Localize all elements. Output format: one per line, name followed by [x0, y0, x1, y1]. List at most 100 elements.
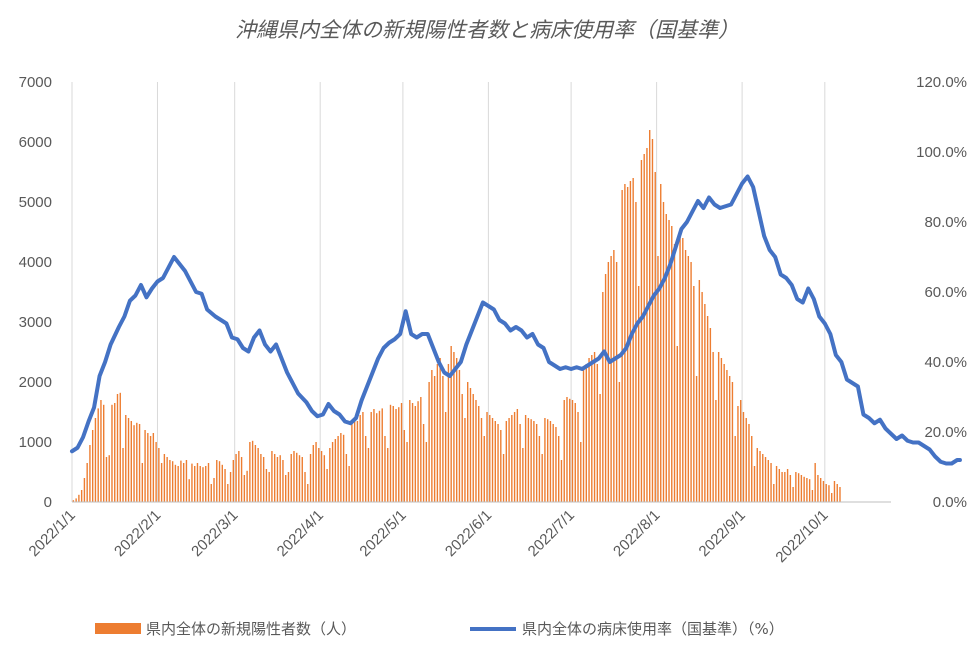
bar-56 — [227, 484, 229, 502]
bar-115 — [389, 404, 392, 502]
bar-65 — [251, 440, 254, 502]
bar-278 — [839, 487, 841, 502]
bar-258 — [784, 472, 786, 502]
bar-59 — [235, 454, 237, 502]
bar-272 — [822, 481, 825, 502]
bar-235 — [720, 358, 723, 502]
bar-233 — [715, 400, 717, 502]
bar-108 — [370, 412, 372, 502]
bar-169 — [538, 436, 541, 502]
bar-152 — [491, 418, 494, 502]
bar-158 — [508, 418, 510, 502]
bar-162 — [519, 424, 521, 502]
bar-88 — [315, 442, 317, 502]
bar-179 — [566, 397, 568, 502]
bar-107 — [367, 448, 370, 502]
bar-182 — [574, 403, 576, 502]
bar-249 — [759, 451, 761, 502]
bar-160 — [513, 412, 516, 502]
bar-177 — [560, 460, 563, 502]
bar-74 — [276, 457, 279, 502]
bar-220 — [679, 232, 681, 502]
bar-49 — [207, 463, 210, 502]
bar-159 — [511, 415, 513, 502]
bar-187 — [588, 358, 590, 502]
bar-204 — [635, 202, 637, 502]
bar-113 — [384, 436, 386, 502]
bar-153 — [494, 421, 496, 502]
x-tick-label-5: 2022/6/1 — [442, 507, 495, 560]
bar-78 — [287, 472, 290, 502]
bar-137 — [450, 346, 452, 502]
bar-111 — [378, 410, 381, 502]
y-left-tick-3: 3000 — [19, 314, 52, 331]
bar-12 — [105, 457, 108, 502]
bar-127 — [422, 424, 425, 502]
bar-267 — [808, 479, 811, 502]
bar-104 — [359, 415, 361, 502]
bar-166 — [530, 419, 532, 502]
bar-147 — [478, 406, 480, 502]
bar-180 — [569, 398, 571, 502]
bar-275 — [831, 493, 833, 502]
bar-240 — [734, 436, 736, 502]
y-right-tick-4: 80.0% — [924, 214, 967, 231]
bar-228 — [701, 292, 703, 502]
bar-198 — [618, 382, 621, 502]
y-right-tick-2: 40.0% — [924, 354, 967, 371]
y-left-tick-1: 1000 — [19, 434, 52, 451]
y-right-tick-3: 60.0% — [924, 284, 967, 301]
line-series — [70, 174, 962, 466]
bar-252 — [767, 460, 769, 502]
bar-120 — [403, 430, 405, 502]
bar-145 — [472, 394, 474, 502]
bar-230 — [706, 316, 709, 502]
bar-54 — [221, 464, 223, 502]
bar-245 — [748, 424, 750, 502]
bar-219 — [676, 346, 678, 502]
bar-79 — [290, 454, 292, 502]
bar-33 — [163, 454, 166, 502]
bar-87 — [312, 445, 314, 502]
x-tick-label-9: 2022/10/1 — [772, 507, 831, 566]
bar-225 — [693, 286, 695, 502]
bar-165 — [527, 418, 530, 502]
bar-229 — [704, 304, 706, 502]
bar-19 — [125, 415, 127, 502]
bar-274 — [828, 485, 830, 502]
bar-195 — [610, 256, 612, 502]
bar-151 — [489, 415, 491, 502]
grid-lines — [71, 82, 826, 502]
bar-212 — [657, 256, 659, 502]
bar-62 — [243, 475, 246, 502]
bar-89 — [318, 448, 320, 502]
bar-181 — [571, 400, 574, 502]
bar-172 — [546, 419, 549, 502]
bar-189 — [593, 352, 596, 502]
bar-217 — [671, 226, 673, 502]
bar-38 — [177, 466, 179, 502]
bar-268 — [811, 490, 814, 502]
bar-148 — [480, 418, 483, 502]
bar-216 — [668, 220, 670, 502]
bar-45 — [196, 463, 199, 502]
bar-232 — [712, 352, 714, 502]
bar-117 — [395, 409, 397, 502]
bar-31 — [158, 448, 160, 502]
bar-156 — [502, 454, 505, 502]
bar-61 — [240, 457, 243, 502]
bar-0 — [72, 500, 75, 502]
bar-211 — [654, 172, 656, 502]
bar-5 — [86, 463, 88, 502]
bar-80 — [293, 451, 295, 502]
bar-34 — [166, 457, 168, 502]
bar-266 — [806, 478, 808, 502]
y-axis-right: 0.0% 20.0% 40.0% 60.0% 80.0% 100.0% 120.0% — [916, 74, 967, 511]
bar-184 — [580, 442, 582, 502]
bar-236 — [723, 364, 725, 502]
bar-4 — [83, 478, 86, 502]
bar-22 — [133, 425, 135, 502]
y-left-tick-7: 7000 — [19, 74, 52, 91]
bar-175 — [555, 427, 557, 502]
legend-line-label: 県内全体の病床使用率（国基準）（%） — [522, 620, 784, 638]
